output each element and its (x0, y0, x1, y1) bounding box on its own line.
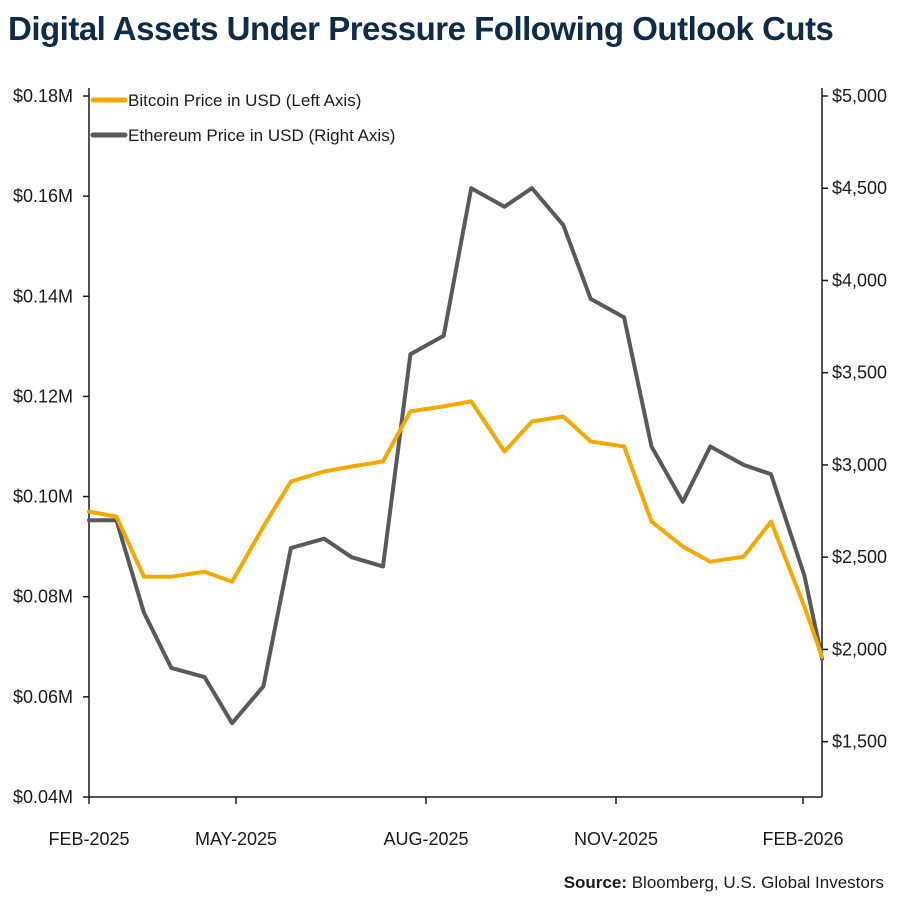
axes (88, 88, 823, 798)
right-tick-label: $2,500 (832, 547, 887, 567)
right-tick-label: $5,000 (832, 86, 887, 106)
x-axis-ticks: FEB-2025 MAY-2025 AUG-2025 NOV-2025 FEB-2026 (48, 797, 844, 849)
left-tick-label: $0.18M (13, 86, 73, 106)
left-tick-label: $0.08M (13, 587, 73, 607)
x-tick-label: MAY-2025 (195, 829, 277, 849)
series-lines (87, 186, 824, 726)
left-tick-label: $0.06M (13, 687, 73, 707)
left-tick-label: $0.10M (13, 487, 73, 507)
x-tick-label: FEB-2026 (762, 829, 843, 849)
x-tick-label: AUG-2025 (383, 829, 468, 849)
source-text: Bloomberg, U.S. Global Investors (631, 873, 884, 892)
left-tick-label: $0.04M (13, 787, 73, 807)
left-tick-label: $0.16M (13, 186, 73, 206)
right-axis-ticks: $1,500 $2,000 $2,500 $3,000 $3,500 $4,000 $4,5… (822, 86, 887, 752)
x-tick-label: NOV-2025 (574, 829, 658, 849)
right-tick-label: $4,500 (832, 178, 887, 198)
legend: Bitcoin Price in USD (Left Axis) Ethereum… (90, 91, 395, 145)
left-tick-label: $0.12M (13, 386, 73, 406)
source-note: Source: Bloomberg, U.S. Global Investors (564, 873, 884, 893)
x-tick-label: FEB-2025 (48, 829, 129, 849)
legend-label-bitcoin: Bitcoin Price in USD (Left Axis) (128, 91, 361, 110)
right-tick-label: $3,000 (832, 455, 887, 475)
left-axis-ticks: $0.04M $0.06M $0.08M $0.10M $0.12M $0.14M $0.1… (13, 86, 89, 807)
right-tick-label: $2,000 (832, 639, 887, 659)
ethereum-line (87, 186, 824, 726)
right-tick-label: $4,000 (832, 270, 887, 290)
legend-label-ethereum: Ethereum Price in USD (Right Axis) (128, 126, 395, 145)
bitcoin-line (87, 399, 824, 659)
source-label: Source: (563, 873, 627, 892)
right-tick-label: $3,500 (832, 363, 887, 383)
left-tick-label: $0.14M (13, 286, 73, 306)
chart-title: Digital Assets Under Pressure Following … (8, 10, 834, 47)
right-tick-label: $1,500 (832, 732, 887, 752)
